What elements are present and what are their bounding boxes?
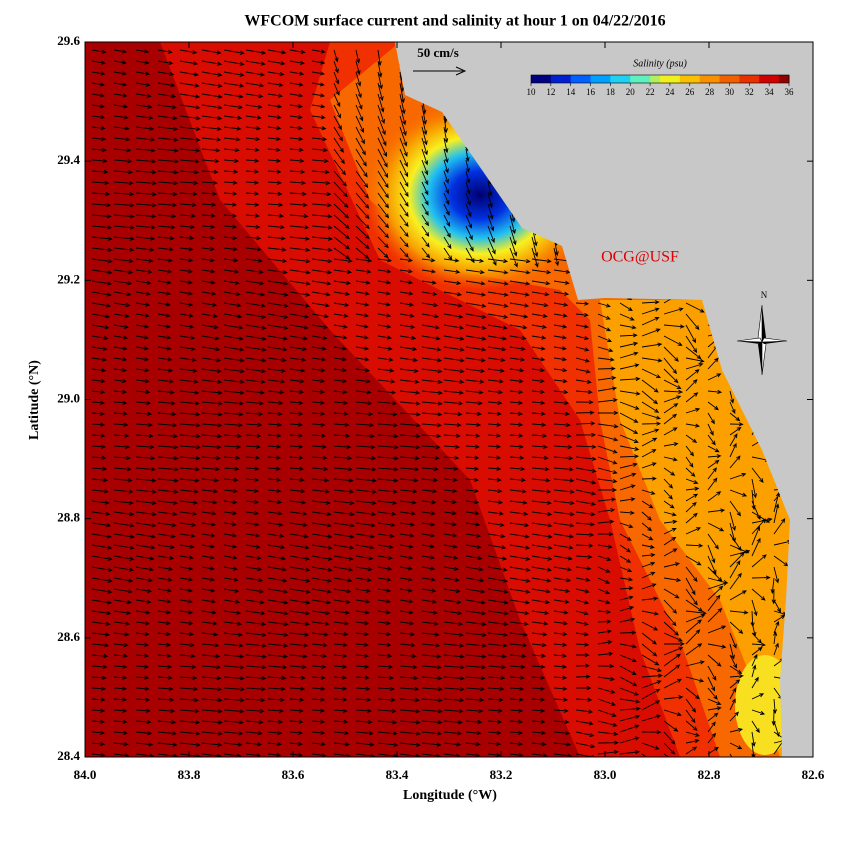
colorbar-cell xyxy=(640,75,651,83)
colorbar-tick-label: 16 xyxy=(586,87,596,97)
salinity-field xyxy=(85,42,813,757)
x-tick-label: 83.2 xyxy=(490,767,513,782)
colorbar-tick-label: 14 xyxy=(566,87,576,97)
colorbar-title: Salinity (psu) xyxy=(633,58,687,69)
colorbar-cell xyxy=(669,75,681,83)
land xyxy=(395,42,813,757)
credit: OCG@USF xyxy=(601,249,679,266)
colorbar-cell xyxy=(729,75,740,83)
north-arrow xyxy=(736,304,788,376)
x-tick-label: 83.4 xyxy=(386,767,409,782)
colorbar-cell xyxy=(739,75,750,83)
colorbar-cell xyxy=(660,75,671,83)
colorbar-cell xyxy=(679,75,691,83)
y-tick-label: 28.8 xyxy=(57,510,80,525)
colorbar-cell xyxy=(600,75,611,83)
colorbar: 10 12 14 16 18 20 22 24 26 28 30 32 34 36 xyxy=(527,74,795,97)
colorbar-cell xyxy=(540,75,552,83)
colorbar-cell xyxy=(719,75,730,83)
x-tick-label: 83.6 xyxy=(282,767,305,782)
colorbar-cell xyxy=(570,75,582,83)
colorbar-cell xyxy=(749,75,760,83)
colorbar-frame xyxy=(530,74,790,84)
north-label: N xyxy=(761,290,768,300)
title: WFCOM surface current and salinity at ho… xyxy=(244,13,665,30)
colorbar-tick-label: 36 xyxy=(785,87,795,97)
colorbar-tick-label: 12 xyxy=(546,87,555,97)
y-tick-label: 29.2 xyxy=(57,271,80,286)
colorbar-cell xyxy=(610,75,621,83)
colorbar-tick-label: 30 xyxy=(725,87,735,97)
colorbar-tick-label: 32 xyxy=(745,87,754,97)
colorbar-tick-label: 26 xyxy=(685,87,695,97)
colorbar-cell xyxy=(699,75,711,83)
colorbar-cell xyxy=(550,75,562,83)
y-tick-label: 29.0 xyxy=(57,390,80,405)
x-axis-label: Longitude (°W) xyxy=(403,788,497,803)
scale-label: 50 cm/s xyxy=(417,45,459,60)
colorbar-cell xyxy=(620,75,631,83)
colorbar-cell xyxy=(560,75,572,83)
colorbar-cell xyxy=(689,75,701,83)
y-tick-label: 29.6 xyxy=(57,33,80,48)
colorbar-tick-label: 22 xyxy=(646,87,655,97)
x-tick-label: 84.0 xyxy=(74,767,97,782)
colorbar-cell xyxy=(580,75,592,83)
x-tick-label: 82.6 xyxy=(802,767,825,782)
colorbar-cell xyxy=(590,75,601,83)
colorbar-cell xyxy=(630,75,641,83)
colorbar-cell xyxy=(769,75,780,83)
colorbar-tick-label: 18 xyxy=(606,87,616,97)
colorbar-cell xyxy=(759,75,770,83)
colorbar-tick-label: 20 xyxy=(626,87,636,97)
x-tick-label: 82.8 xyxy=(698,767,721,782)
colorbar-cell xyxy=(650,75,661,83)
colorbar-tick-label: 34 xyxy=(765,87,775,97)
colorbar-tick-label: 10 xyxy=(527,87,537,97)
y-tick-label: 28.4 xyxy=(57,748,80,763)
y-tick-label: 28.6 xyxy=(57,629,80,644)
x-tick-label: 83.0 xyxy=(594,767,617,782)
scale-arrow-head xyxy=(455,66,467,76)
colorbar-cell xyxy=(709,75,721,83)
colorbar-cell xyxy=(531,75,542,83)
colorbar-tick-label: 24 xyxy=(665,87,675,97)
colorbar-tick-label: 28 xyxy=(705,87,715,97)
x-tick-label: 83.8 xyxy=(178,767,201,782)
y-axis-label: Latitude (°N) xyxy=(27,360,42,440)
colorbar-cell xyxy=(779,75,790,83)
y-tick-label: 29.4 xyxy=(57,152,80,167)
